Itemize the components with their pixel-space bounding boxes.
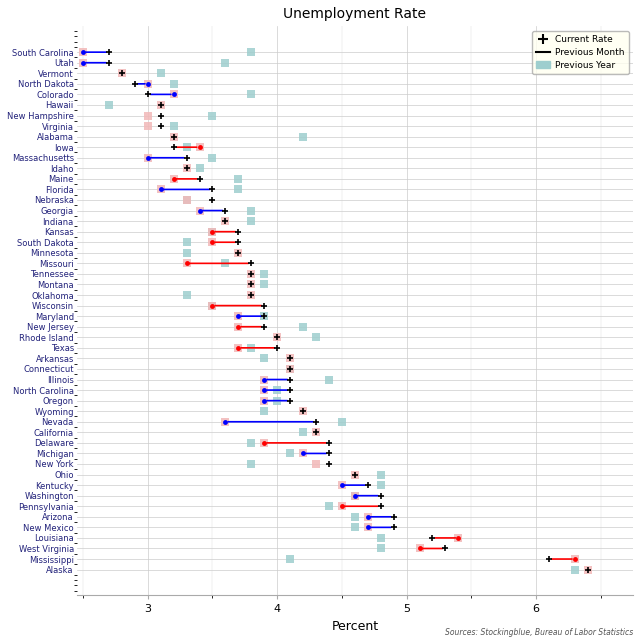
Legend: Current Rate, Previous Month, Previous Year: Current Rate, Previous Month, Previous Y… [532, 31, 628, 74]
X-axis label: Percent: Percent [332, 620, 378, 633]
Title: Unemployment Rate: Unemployment Rate [284, 7, 426, 21]
Text: Sources: Stockingblue, Bureau of Labor Statistics: Sources: Stockingblue, Bureau of Labor S… [445, 628, 634, 637]
